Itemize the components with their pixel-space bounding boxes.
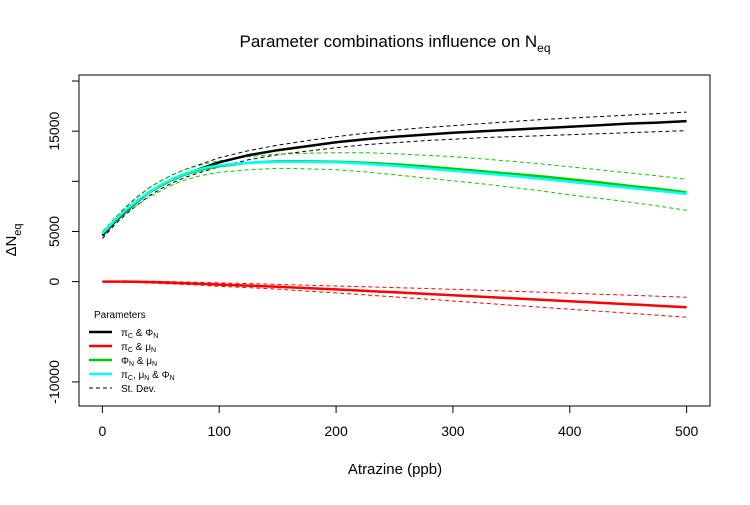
y-tick-label: -10000 [46,360,62,404]
series-3-sd-lower-line [102,167,687,236]
x-axis-label: Atrazine (ppb) [348,461,442,478]
series-1-sd-upper-line [102,111,687,233]
legend-label: St. Dev. [121,384,156,395]
y-tick-label: 5000 [46,216,62,247]
y-tick-label: 15000 [46,111,62,150]
series-4-line [101,160,687,235]
x-tick-label: 100 [208,423,232,439]
y-axis-label: ΔNeq [3,223,24,256]
legend-title: Parameters [94,310,146,321]
legend: Parameters πC & ΦN πC & μN ΦN & μN πC, μN &… [89,310,175,395]
x-tick-label: 300 [441,423,465,439]
series-3-sd-upper-line [102,152,687,232]
axes: 0 100 200 300 400 500 -10000 0 5000 15000 [46,80,699,439]
legend-label: ΦN & μN [121,356,157,368]
x-tick-label: 400 [558,423,582,439]
x-tick-label: 500 [675,423,699,439]
chart-title: Parameter combinations influence on Neq [239,32,550,55]
y-axis-label-main: ΔN [3,236,20,257]
legend-label: πC, μN & ΦN [121,370,175,382]
series-2-line [102,280,687,309]
sd-lines [102,111,687,318]
legend-label: πC & μN [121,342,156,354]
y-tick-label: 0 [46,278,62,286]
x-tick-label: 0 [98,423,106,439]
series-lines [101,119,687,309]
y-axis-label-subscript: eq [12,223,24,235]
x-tick-label: 200 [324,423,348,439]
series-2-sd-lower-line [102,281,687,318]
chart-title-subscript: eq [537,41,550,55]
legend-label: πC & ΦN [121,328,158,340]
chart-title-main: Parameter combinations influence on N [239,32,537,51]
